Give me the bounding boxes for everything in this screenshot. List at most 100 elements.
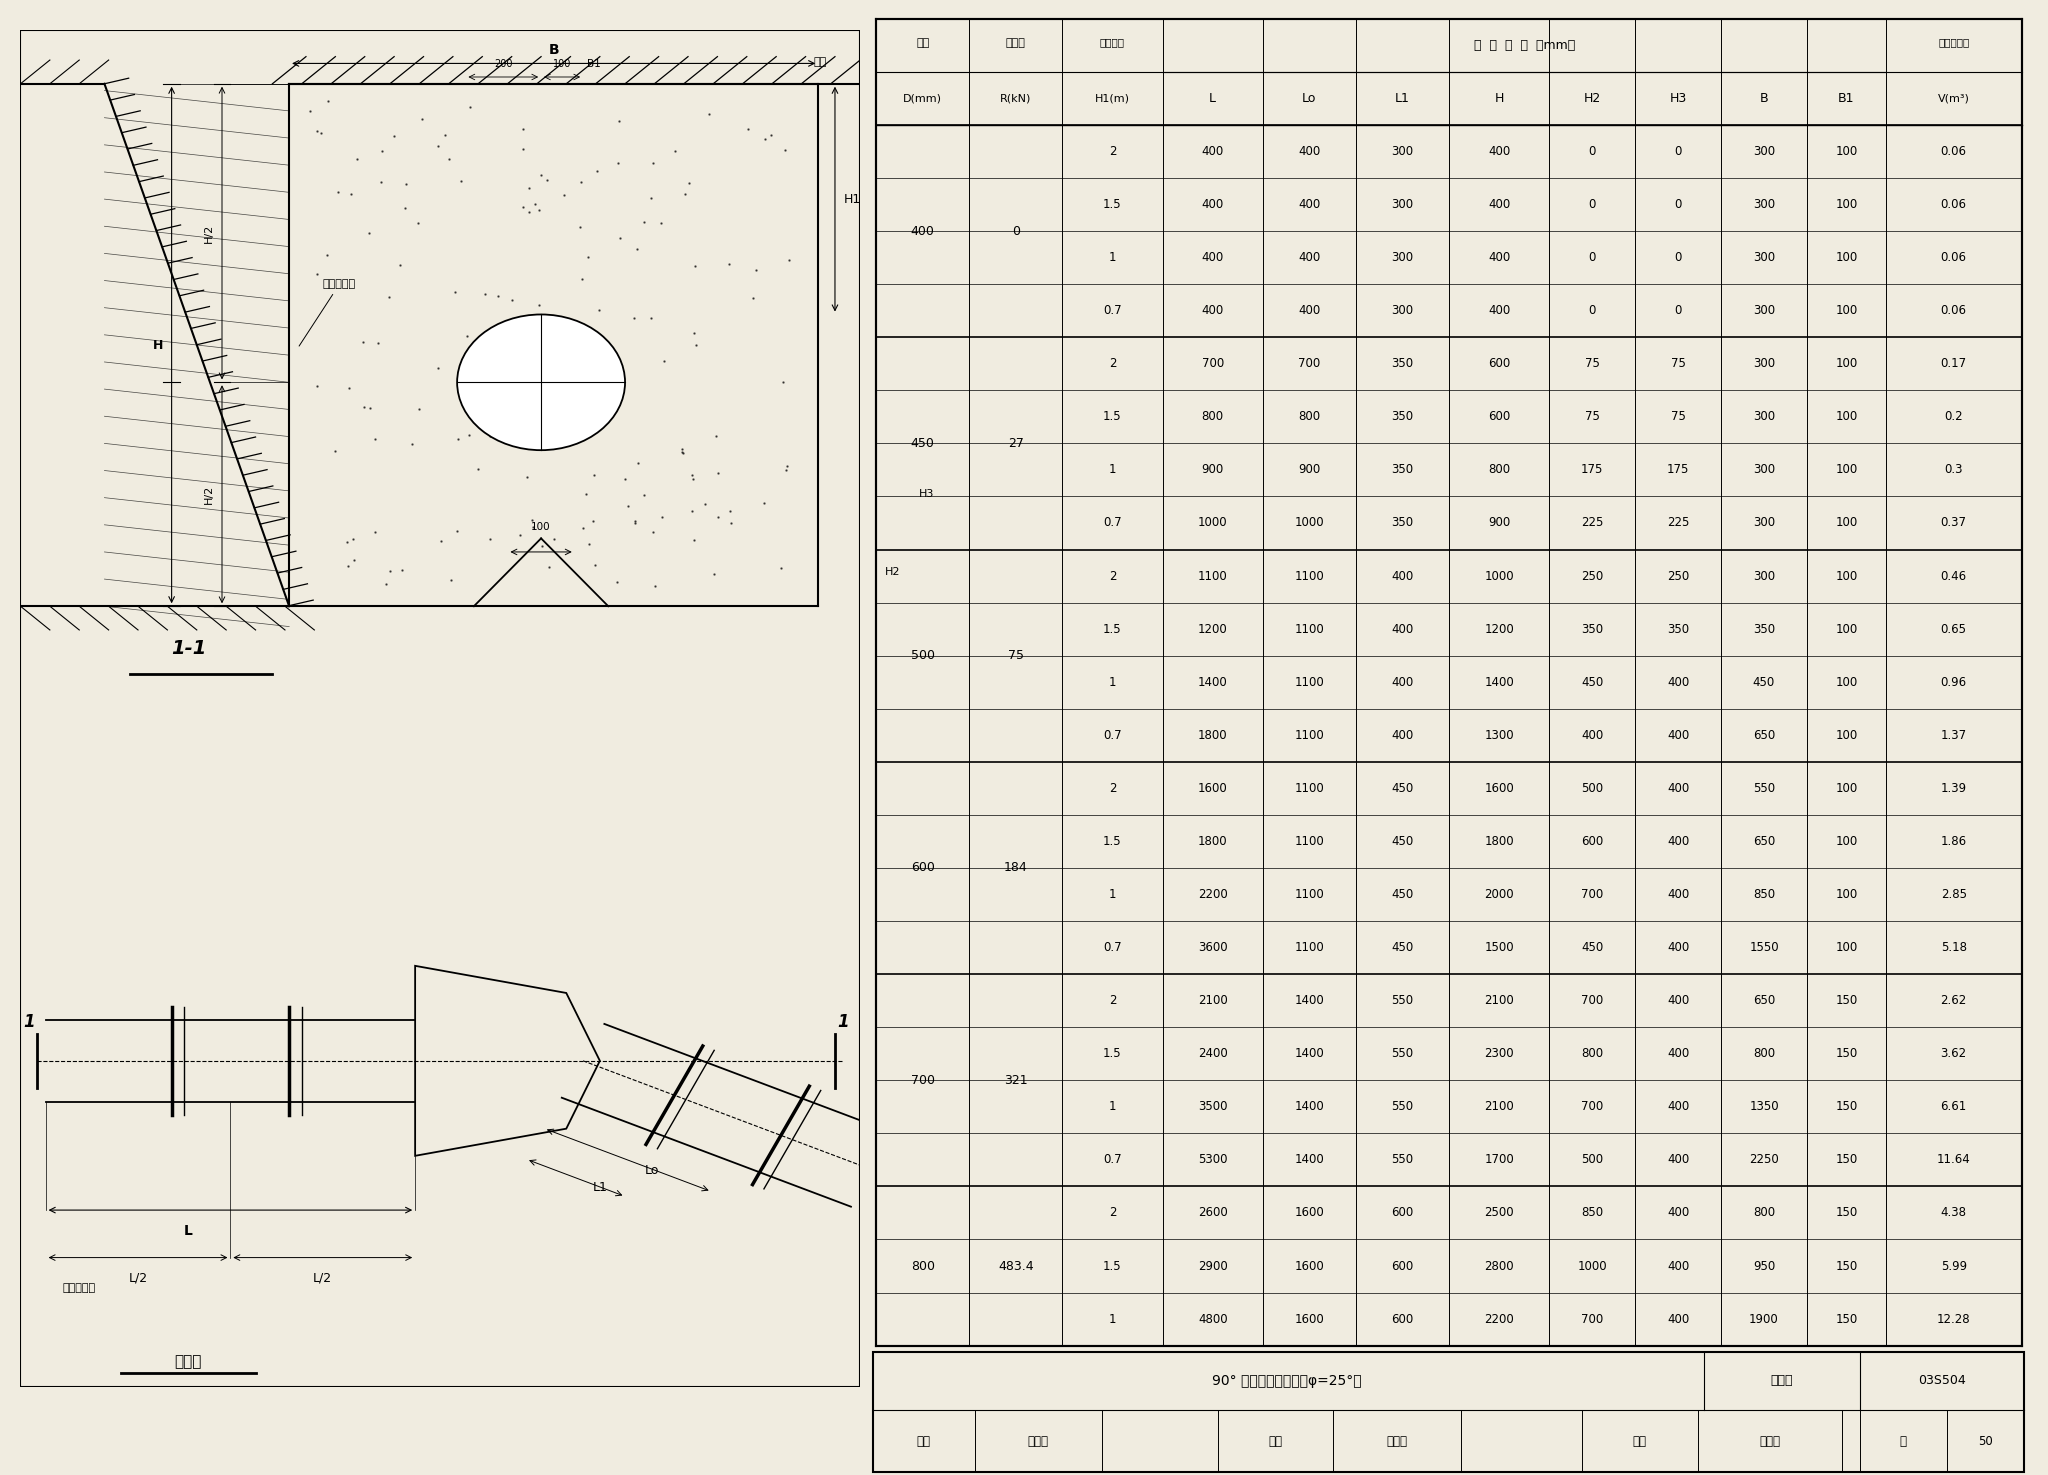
Text: 800: 800 (1202, 410, 1225, 423)
Text: 1100: 1100 (1198, 569, 1227, 583)
Text: L1: L1 (592, 1181, 608, 1195)
Text: 0.06: 0.06 (1942, 304, 1966, 317)
Text: 321: 321 (1004, 1074, 1028, 1087)
Text: 175: 175 (1667, 463, 1690, 476)
Text: 550: 550 (1391, 1153, 1413, 1167)
Text: 75: 75 (1671, 410, 1686, 423)
Text: H3: H3 (1669, 91, 1688, 105)
Text: 500: 500 (1581, 782, 1604, 795)
Text: 700: 700 (1581, 1313, 1604, 1326)
Text: 350: 350 (1753, 622, 1776, 636)
Text: 贴油毡一层: 贴油毡一层 (61, 1283, 96, 1294)
Text: 1200: 1200 (1198, 622, 1227, 636)
Text: 作用力: 作用力 (1006, 38, 1026, 47)
Text: 2250: 2250 (1749, 1153, 1780, 1167)
Text: H: H (154, 338, 164, 351)
Text: 2.62: 2.62 (1942, 994, 1966, 1007)
Text: 350: 350 (1391, 357, 1413, 370)
Text: 1.37: 1.37 (1942, 729, 1966, 742)
Text: L: L (184, 1224, 193, 1238)
Text: 300: 300 (1753, 463, 1776, 476)
Text: 1: 1 (1108, 251, 1116, 264)
Text: 400: 400 (1667, 941, 1690, 954)
Text: 混凝土用量: 混凝土用量 (1937, 38, 1970, 47)
Text: 400: 400 (1202, 251, 1225, 264)
Text: 400: 400 (1298, 198, 1321, 211)
Text: 2600: 2600 (1198, 1207, 1227, 1220)
Text: 贾旭霞: 贾旭霞 (1028, 1435, 1049, 1447)
Text: 1.5: 1.5 (1104, 835, 1122, 848)
Text: 1600: 1600 (1294, 1260, 1325, 1273)
Text: 400: 400 (1667, 782, 1690, 795)
Text: 250: 250 (1581, 569, 1604, 583)
Text: 950: 950 (1753, 1260, 1776, 1273)
Text: 300: 300 (1753, 251, 1776, 264)
Text: 600: 600 (911, 861, 934, 875)
Text: 800: 800 (1298, 410, 1321, 423)
Text: B: B (1759, 91, 1767, 105)
Text: 2400: 2400 (1198, 1047, 1227, 1061)
Text: 0.65: 0.65 (1942, 622, 1966, 636)
Text: H3: H3 (920, 490, 934, 499)
Text: 1350: 1350 (1749, 1100, 1780, 1114)
Text: 400: 400 (1298, 145, 1321, 158)
Text: 550: 550 (1391, 994, 1413, 1007)
Text: 100: 100 (1835, 145, 1858, 158)
Text: 0.06: 0.06 (1942, 251, 1966, 264)
Text: 100: 100 (1835, 622, 1858, 636)
Text: 27: 27 (1008, 437, 1024, 450)
Text: 300: 300 (1753, 569, 1776, 583)
Text: 0.3: 0.3 (1944, 463, 1962, 476)
Text: 1400: 1400 (1294, 1047, 1325, 1061)
Text: B1: B1 (1837, 91, 1855, 105)
Text: 100: 100 (1835, 198, 1858, 211)
Text: 1.5: 1.5 (1104, 1047, 1122, 1061)
Text: H1(m): H1(m) (1096, 93, 1130, 103)
Text: 2900: 2900 (1198, 1260, 1227, 1273)
Text: 75: 75 (1585, 410, 1599, 423)
Text: 2500: 2500 (1485, 1207, 1513, 1220)
Text: 450: 450 (1581, 676, 1604, 689)
Text: 1200: 1200 (1485, 622, 1513, 636)
Text: 500: 500 (911, 649, 934, 662)
Text: 1400: 1400 (1294, 994, 1325, 1007)
Text: 400: 400 (1391, 569, 1413, 583)
Text: 450: 450 (1581, 941, 1604, 954)
Text: 150: 150 (1835, 1260, 1858, 1273)
Text: 1550: 1550 (1749, 941, 1780, 954)
Text: 0: 0 (1675, 304, 1681, 317)
Text: 2800: 2800 (1485, 1260, 1513, 1273)
Text: 100: 100 (1835, 888, 1858, 901)
Text: 0: 0 (1012, 224, 1020, 237)
Text: 150: 150 (1835, 1153, 1858, 1167)
Text: 5300: 5300 (1198, 1153, 1227, 1167)
Text: 2.85: 2.85 (1942, 888, 1966, 901)
Text: 150: 150 (1835, 1047, 1858, 1061)
Text: 50: 50 (1978, 1435, 1993, 1447)
Text: 1: 1 (1108, 463, 1116, 476)
Text: 700: 700 (1581, 994, 1604, 1007)
Text: 400: 400 (1667, 1047, 1690, 1061)
Text: H: H (1495, 91, 1503, 105)
Text: 1000: 1000 (1294, 516, 1325, 530)
Text: L/2: L/2 (129, 1271, 147, 1285)
Text: 150: 150 (1835, 1313, 1858, 1326)
Text: 450: 450 (1391, 941, 1413, 954)
Text: 2: 2 (1108, 1207, 1116, 1220)
Text: 75: 75 (1671, 357, 1686, 370)
Text: 225: 225 (1667, 516, 1690, 530)
Text: 400: 400 (1298, 251, 1321, 264)
Text: 400: 400 (1202, 198, 1225, 211)
Text: 1: 1 (1108, 888, 1116, 901)
Text: B: B (549, 43, 559, 56)
Text: 支  墩  尺  寸  （mm）: 支 墩 尺 寸 （mm） (1473, 38, 1575, 52)
Text: 100: 100 (1835, 835, 1858, 848)
Text: 300: 300 (1753, 357, 1776, 370)
Text: 1100: 1100 (1294, 729, 1325, 742)
Text: 3.62: 3.62 (1942, 1047, 1966, 1061)
Text: L: L (1208, 91, 1217, 105)
Text: 450: 450 (1391, 835, 1413, 848)
Text: 400: 400 (1667, 994, 1690, 1007)
Text: 350: 350 (1391, 463, 1413, 476)
Text: 225: 225 (1581, 516, 1604, 530)
